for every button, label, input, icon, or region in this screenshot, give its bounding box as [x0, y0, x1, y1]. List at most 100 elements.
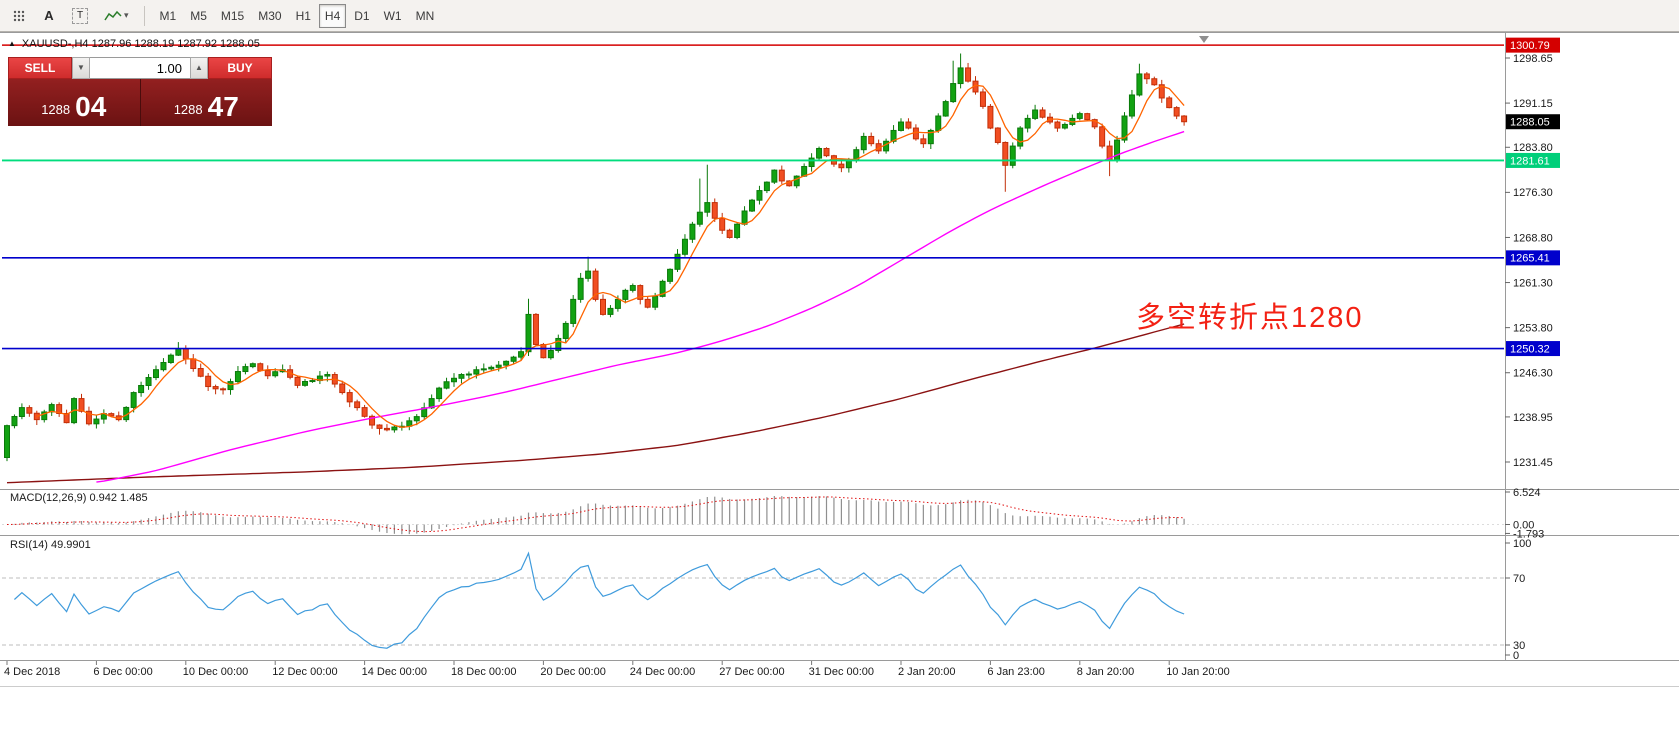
- date-label: 24 Dec 00:00: [630, 666, 695, 678]
- text-a-icon: A: [44, 8, 54, 23]
- time-scale[interactable]: 4 Dec 2018 6 Dec 00:00 10 Dec 00:00 12 Dec …: [4, 661, 1230, 678]
- date-label: 31 Dec 00:00: [809, 666, 874, 678]
- grid-icon: [13, 10, 25, 21]
- expand-arrow-icon[interactable]: ▲: [8, 39, 16, 48]
- text-tool-button[interactable]: A: [36, 4, 62, 28]
- volume-up-button[interactable]: ▲: [190, 57, 208, 79]
- chart-title: ▲ XAUUSD-,H4 1287.96 1288.19 1287.92 128…: [8, 38, 260, 50]
- price-tag-label: 1300.79: [1510, 40, 1550, 52]
- tf-button-m1[interactable]: M1: [159, 8, 177, 23]
- caret-down-icon: ▼: [77, 63, 85, 72]
- symbol-ohlc: XAUUSD-,H4 1287.96 1288.19 1287.92 1288.…: [21, 38, 260, 50]
- text-t-icon: T: [72, 7, 88, 24]
- grid-tool-button[interactable]: [6, 4, 32, 28]
- axis-label: 0: [1513, 650, 1519, 662]
- ma-fast-line: [36, 84, 1185, 428]
- price-tag: [1506, 250, 1560, 266]
- toolbar: A T ▾ M1 M5 M15 M30 H1 H4 D1 W1 MN: [0, 0, 1679, 32]
- buy-price-pips: 47: [207, 91, 239, 122]
- macd-histogram: [13, 495, 1185, 535]
- axis-label: -1.793: [1513, 528, 1544, 540]
- date-label: 20 Dec 00:00: [540, 666, 605, 678]
- price-tag-label: 1250.32: [1510, 343, 1550, 355]
- axis-label: 1283.80: [1513, 142, 1553, 154]
- sell-price-main: 1288: [41, 102, 71, 117]
- date-label: 6 Jan 23:00: [987, 666, 1045, 678]
- axis-label: 1246.30: [1513, 368, 1553, 380]
- tf-button-w1[interactable]: W1: [383, 8, 402, 23]
- axis-label: 30: [1513, 640, 1525, 652]
- caret-up-icon: ▲: [195, 63, 203, 72]
- axis-label: 1261.30: [1513, 277, 1553, 289]
- tf-button-mn[interactable]: MN: [415, 8, 435, 23]
- tf-button-h1[interactable]: H1: [295, 8, 311, 23]
- date-label: 27 Dec 00:00: [719, 666, 784, 678]
- date-label: 12 Dec 00:00: [272, 666, 337, 678]
- buy-button[interactable]: BUY: [208, 57, 272, 79]
- axis-label: 70: [1513, 573, 1525, 585]
- price-tag: [1506, 37, 1560, 53]
- macd-label: MACD(12,26,9) 0.942 1.485: [10, 492, 148, 504]
- axis-label: 1253.80: [1513, 322, 1553, 334]
- axis-label: 6.524: [1513, 487, 1541, 499]
- chart-annotation: 多空转折点1280: [1136, 302, 1364, 334]
- buy-price-main: 1288: [173, 102, 203, 117]
- rsi-line: [13, 551, 1185, 649]
- date-label: 2 Jan 20:00: [898, 666, 956, 678]
- sell-price-display: 1288 04: [8, 79, 140, 126]
- date-label: 10 Dec 00:00: [183, 666, 248, 678]
- date-label: 10 Jan 20:00: [1166, 666, 1230, 678]
- date-label: 18 Dec 00:00: [451, 666, 516, 678]
- tf-button-h4[interactable]: H4: [318, 3, 347, 28]
- volume-input[interactable]: [90, 57, 190, 79]
- price-tag-label: 1281.61: [1510, 155, 1550, 167]
- axis-label: 1276.30: [1513, 187, 1553, 199]
- tf-button-m30[interactable]: M30: [258, 8, 282, 23]
- trade-controls-row: SELL ▼ ▲ BUY: [8, 57, 272, 79]
- tf-button-m5[interactable]: M5: [190, 8, 207, 23]
- rsi-label: RSI(14) 49.9901: [10, 539, 91, 551]
- buy-price-display: 1288 47: [141, 79, 273, 126]
- macd-pane: [2, 495, 1504, 535]
- tf-button-m15[interactable]: M15: [220, 8, 245, 23]
- price-tag: [1506, 341, 1560, 357]
- price-tag: [1506, 114, 1560, 130]
- sell-button[interactable]: SELL: [8, 57, 72, 79]
- price-tag-label: 1265.41: [1510, 253, 1550, 265]
- candles-layer: [4, 53, 1188, 462]
- date-label: 6 Dec 00:00: [93, 666, 152, 678]
- label-tool-button[interactable]: T: [66, 4, 94, 28]
- price-tag-label: 1288.05: [1510, 117, 1550, 129]
- indicator-icon: [104, 10, 122, 20]
- date-label: 8 Jan 20:00: [1077, 666, 1135, 678]
- ma-mid-line: [96, 130, 1185, 483]
- rsi-pane: [2, 551, 1504, 649]
- timeframe-group: M1 M5 M15 M30 H1 H4 D1 W1 MN: [154, 3, 441, 28]
- axis-label: 0.00: [1513, 519, 1534, 531]
- axis-label: 1268.80: [1513, 232, 1553, 244]
- axis-label: 1291.15: [1513, 98, 1553, 110]
- axis-label: 1238.95: [1513, 412, 1553, 424]
- price-divider: [139, 79, 141, 126]
- date-label: 4 Dec 2018: [4, 666, 60, 678]
- dropdown-caret-icon: ▾: [124, 10, 129, 20]
- price-tag: [1506, 152, 1560, 168]
- ma-slow-line: [6, 323, 1185, 484]
- macd-signal-line: [6, 496, 1185, 533]
- tf-button-d1[interactable]: D1: [354, 8, 370, 23]
- axis-label: 1231.45: [1513, 457, 1553, 469]
- price-scale[interactable]: 1298.65 1291.15 1283.80 1276.30 1268.80 1261.…: [1505, 37, 1560, 662]
- one-click-trade-panel: SELL ▼ ▲ BUY 1288 04 1288 47: [8, 57, 272, 126]
- chart-shift-marker-icon: [1199, 36, 1209, 43]
- date-label: 14 Dec 00:00: [362, 666, 427, 678]
- trade-prices-row: 1288 04 1288 47: [8, 79, 272, 126]
- axis-label: 1298.65: [1513, 53, 1553, 65]
- price-pane: [2, 44, 1504, 484]
- axis-label: 100: [1513, 538, 1531, 550]
- drawing-tools: A T ▾: [6, 4, 135, 28]
- indicators-button[interactable]: ▾: [98, 4, 135, 28]
- toolbar-separator: [143, 5, 145, 26]
- volume-down-button[interactable]: ▼: [72, 57, 90, 79]
